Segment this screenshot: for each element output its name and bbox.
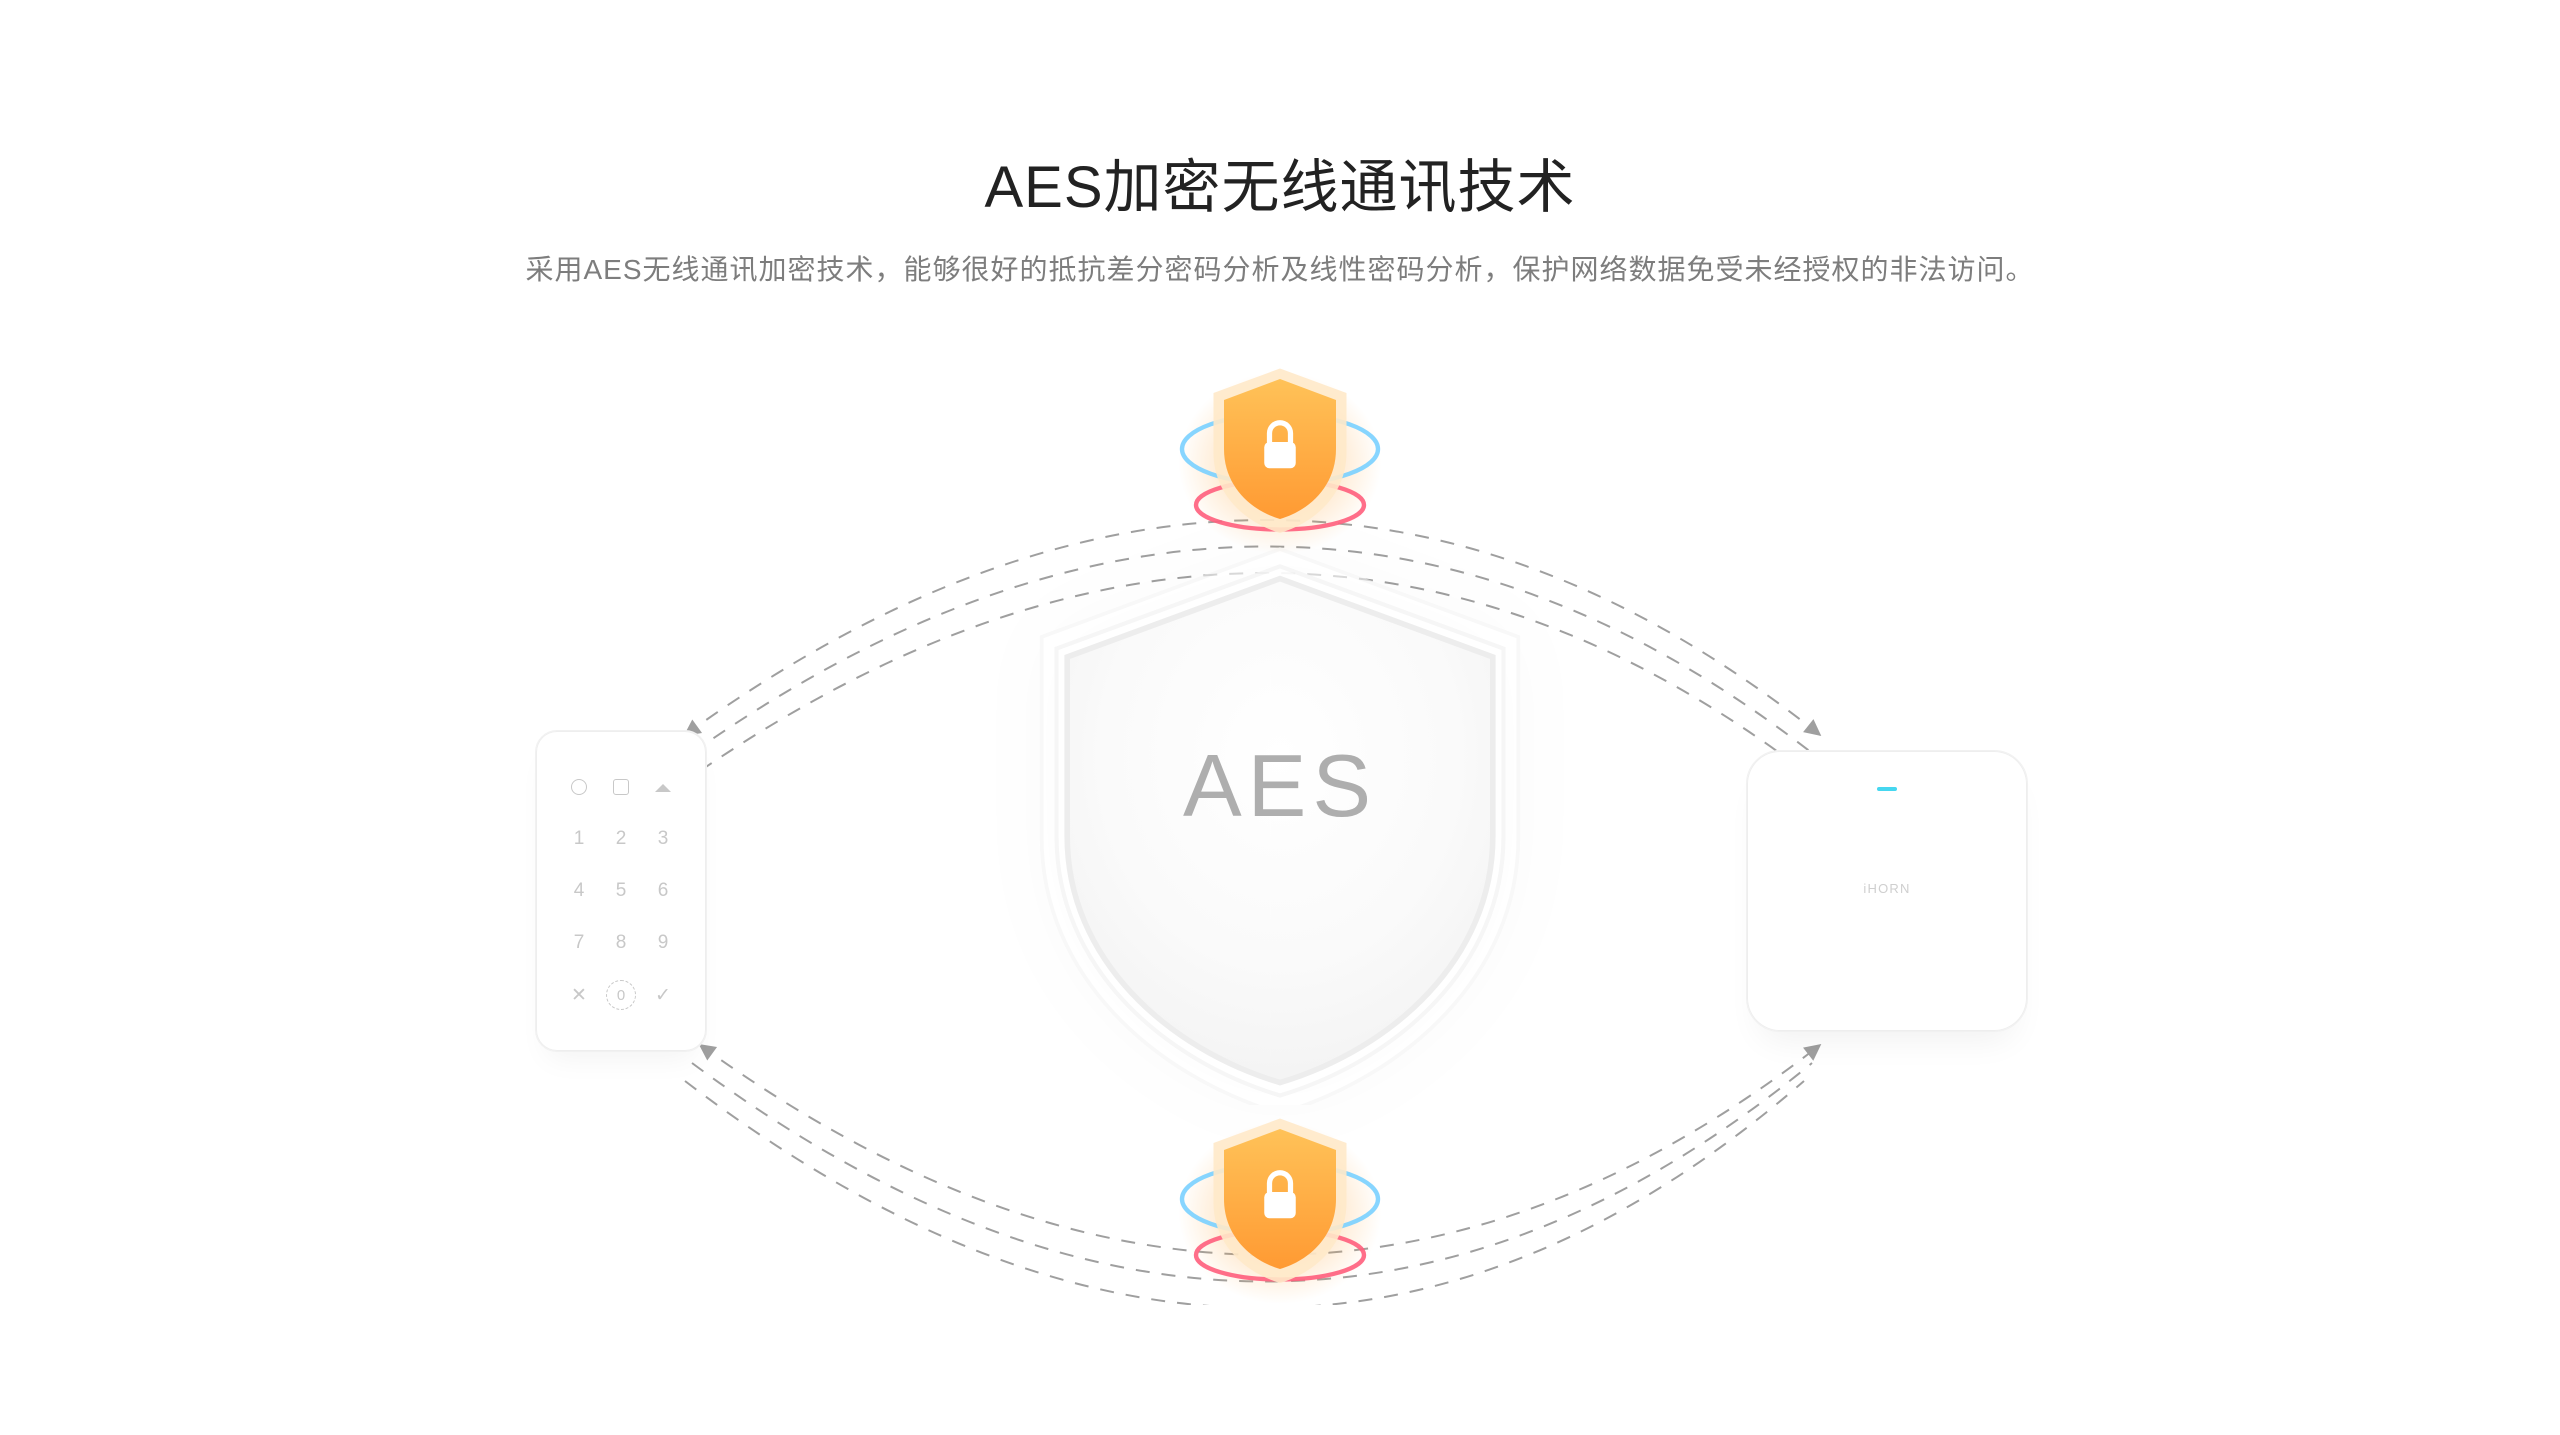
aes-diagram: AES (480, 345, 2080, 1305)
keypad-key: 5 (616, 880, 627, 902)
keypad-key: 6 (658, 880, 669, 902)
page-title: AES加密无线通讯技术 (0, 140, 2560, 224)
top-lock-shield (1175, 351, 1385, 561)
keypad-key: 4 (574, 880, 585, 902)
keypad-key: ✓ (655, 984, 671, 1007)
keypad-key: 2 (616, 828, 627, 850)
right-hub-device: iHORN (1746, 750, 2028, 1032)
keypad-grid: 1 2 3 4 5 6 7 8 9 ✕ 0 ✓ (558, 761, 684, 1021)
keypad-key: 1 (574, 828, 585, 850)
hub-led-icon (1877, 787, 1897, 791)
keypad-mode-icon (571, 779, 587, 795)
page-subtitle: 采用AES无线通讯加密技术，能够很好的抵抗差分密码分析及线性密码分析，保护网络数… (0, 248, 2560, 288)
keypad-key: 9 (658, 932, 669, 954)
keypad-key: ✕ (571, 984, 587, 1007)
left-keypad-device: 1 2 3 4 5 6 7 8 9 ✕ 0 ✓ (535, 730, 707, 1052)
page-root: AES加密无线通讯技术 采用AES无线通讯加密技术，能够很好的抵抗差分密码分析及… (0, 0, 2560, 1435)
keypad-mode-icon (655, 776, 671, 792)
keypad-mode-icon (613, 779, 629, 795)
keypad-key: 7 (574, 932, 585, 954)
keypad-key: 3 (658, 828, 669, 850)
keypad-key: 8 (616, 932, 627, 954)
hub-brand-label: iHORN (1863, 881, 1910, 896)
keypad-key: 0 (606, 980, 636, 1010)
bottom-lock-shield (1175, 1101, 1385, 1311)
